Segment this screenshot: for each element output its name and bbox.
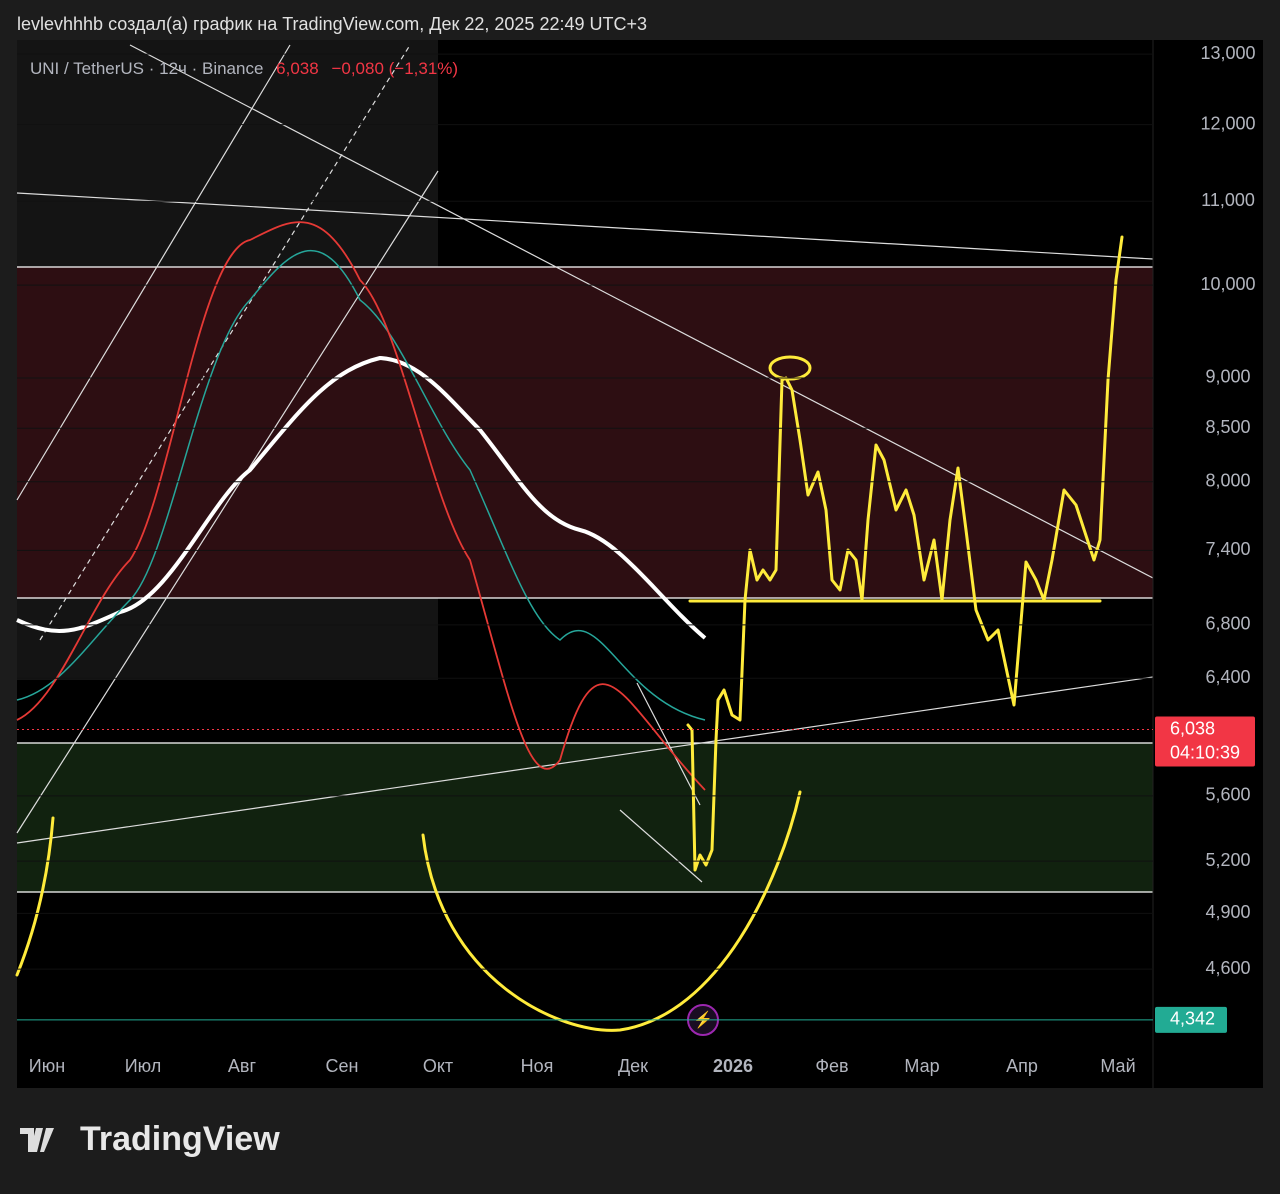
- price-tag: [1155, 716, 1255, 767]
- price-tag-label: 6,038: [1170, 718, 1215, 738]
- time-label: Ноя: [521, 1056, 554, 1076]
- logo: [20, 1128, 54, 1152]
- zone-borders: [17, 266, 1153, 893]
- time-label: 2026: [713, 1056, 753, 1076]
- price-tag: [1155, 1006, 1227, 1033]
- moving-average-3: [16, 221, 706, 791]
- price-tick-label: 10,000: [1200, 274, 1255, 294]
- price-tick-label: 13,000: [1200, 43, 1255, 63]
- time-label: Фев: [815, 1056, 848, 1076]
- time-label: Июл: [125, 1056, 162, 1076]
- price-tick-label: 11,000: [1201, 190, 1255, 210]
- brand-name: TradingView: [80, 1120, 280, 1158]
- time-label: Апр: [1006, 1056, 1038, 1076]
- time-label: Мар: [904, 1056, 939, 1076]
- time-label: Сен: [326, 1056, 359, 1076]
- time-label: Июн: [29, 1056, 65, 1076]
- time-label: Окт: [423, 1056, 453, 1076]
- price-tick-label: 9,000: [1205, 367, 1250, 387]
- legend-change: −0,080 (−1,31%): [331, 59, 458, 78]
- price-tick-label: 4,900: [1205, 902, 1250, 922]
- price-tick-label: 6,800: [1205, 614, 1250, 634]
- moving-average-2: [16, 249, 706, 721]
- legend: UNI / TetherUS · 12ч · Binance 6,038 −0,…: [30, 59, 458, 78]
- time-label: Май: [1100, 1056, 1135, 1076]
- price-tick-label: 5,600: [1205, 785, 1250, 805]
- price-tick-label: 5,200: [1205, 850, 1250, 870]
- time-label: Дек: [618, 1056, 648, 1076]
- user-drawing: [15, 235, 1124, 1032]
- trend-lines: [16, 44, 1154, 883]
- price-tick-label: 12,000: [1200, 113, 1255, 133]
- header: levlevhhhb создал(а) график на TradingVi…: [17, 14, 647, 34]
- legend-symbol: UNI / TetherUS · 12ч · Binance: [30, 59, 263, 78]
- resistance-zone: [17, 267, 1153, 598]
- support-zone: [17, 743, 1153, 892]
- moving-average: [16, 355, 707, 640]
- legend-price: 6,038: [276, 59, 319, 78]
- price-tick-label: 6,400: [1205, 667, 1250, 687]
- branding: TradingView: [20, 1120, 280, 1158]
- price-tick-label: 8,000: [1205, 470, 1250, 490]
- price-tick-label: 4,600: [1205, 958, 1250, 978]
- price-tag-label: 4,342: [1170, 1009, 1215, 1029]
- price-tick-label: 7,400: [1205, 539, 1250, 559]
- price-tag-timer: 04:10:39: [1170, 742, 1240, 762]
- price-tick-label: 8,500: [1205, 417, 1250, 437]
- time-label: Авг: [228, 1056, 257, 1076]
